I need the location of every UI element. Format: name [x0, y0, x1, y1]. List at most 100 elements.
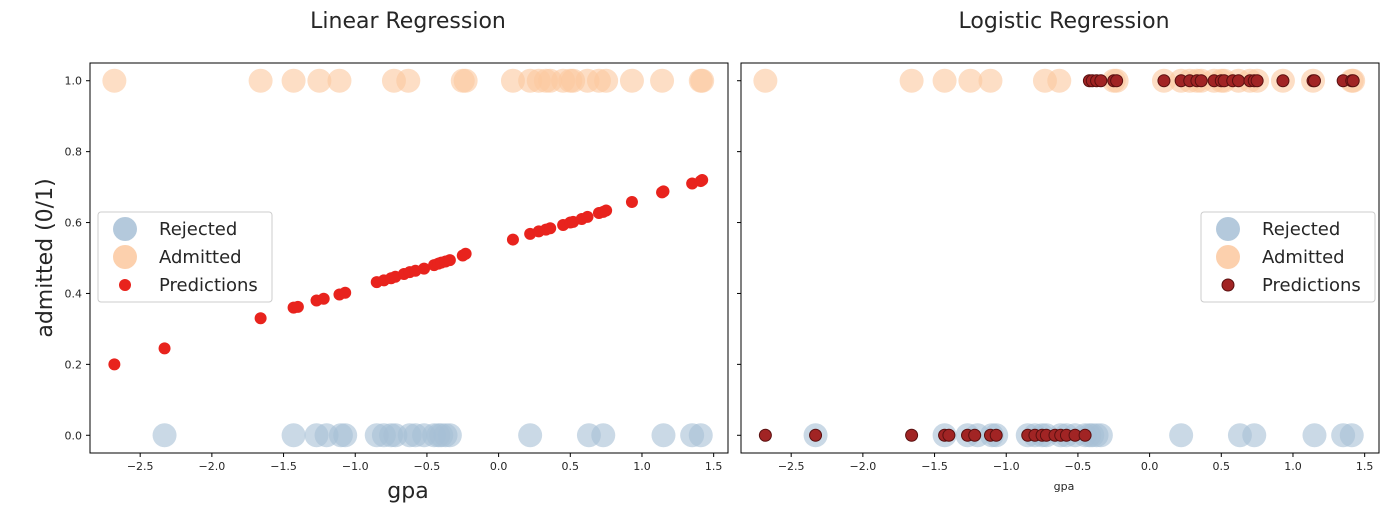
- admitted-point: [327, 68, 352, 93]
- prediction-point: [1094, 74, 1108, 88]
- legend-label: Predictions: [159, 275, 258, 296]
- rejected-point: [1339, 423, 1364, 448]
- linear-regression-title: Linear Regression: [310, 9, 506, 34]
- rejected-point: [1169, 423, 1194, 448]
- rejected-point: [1242, 423, 1267, 448]
- legend-marker: [113, 217, 137, 241]
- prediction-point: [1250, 74, 1264, 88]
- rejected-point: [688, 423, 713, 448]
- y-tick-label: 0.8: [65, 146, 83, 159]
- admitted-point: [899, 68, 924, 93]
- prediction-point: [600, 204, 613, 217]
- legend-label: Rejected: [159, 219, 237, 240]
- admitted-point: [396, 68, 421, 93]
- prediction-point: [443, 254, 456, 267]
- prediction-point: [506, 233, 519, 246]
- prediction-point: [254, 312, 267, 325]
- admitted-point: [1047, 68, 1072, 93]
- legend-box: [97, 211, 273, 303]
- prediction-point: [1231, 74, 1245, 88]
- prediction-point: [339, 286, 352, 299]
- admitted-point: [307, 68, 332, 93]
- x-tick-label: 1.5: [705, 460, 723, 473]
- logistic-regression-points: [753, 68, 1366, 448]
- admitted-point: [102, 68, 127, 93]
- prediction-point: [1194, 74, 1208, 88]
- rejected-point: [651, 423, 676, 448]
- prediction-point: [581, 210, 594, 223]
- legend-marker: [1216, 217, 1240, 241]
- legend-marker: [119, 279, 131, 291]
- axes-frame: [89, 62, 729, 454]
- legend-marker: [1221, 278, 1235, 292]
- logistic-regression-panel: Logistic Regression gpa −2.5 −2.0 −1.5 −1.0…: [737, 9, 1380, 493]
- admitted-point: [650, 68, 675, 93]
- rejected-point: [1088, 423, 1113, 448]
- y-tick-label: 1.0: [65, 75, 83, 88]
- x-tick-label: −2.5: [127, 460, 154, 473]
- prediction-point: [544, 222, 557, 235]
- rejected-point: [437, 423, 462, 448]
- legend-marker: [113, 245, 137, 269]
- x-tick-label: −1.5: [921, 460, 948, 473]
- y-tick-label: 0.6: [65, 217, 83, 230]
- rejected-point: [281, 423, 306, 448]
- logistic-regression-legend: Rejected Admitted Predictions: [1200, 211, 1376, 303]
- legend-label: Rejected: [1262, 219, 1340, 240]
- admitted-point: [248, 68, 273, 93]
- admitted-point: [690, 68, 715, 93]
- admitted-point: [978, 68, 1003, 93]
- admitted-point: [594, 68, 619, 93]
- prediction-point: [108, 358, 121, 371]
- legend-label: Admitted: [159, 247, 242, 268]
- prediction-point: [158, 342, 171, 355]
- prediction-point: [1157, 74, 1171, 88]
- prediction-point: [1307, 74, 1321, 88]
- linear-regression-axes: −2.5 −2.0 −1.5 −1.0 −0.5 0.0 0.5 1.0 1.5 0.0 0.2 0.…: [65, 62, 729, 473]
- logistic-regression-axes: −2.5 −2.0 −1.5 −1.0 −0.5 0.0 0.5 1.0 1.5: [737, 62, 1380, 473]
- prediction-point: [968, 428, 982, 442]
- prediction-point: [459, 247, 472, 260]
- linear-regression-legend: Rejected Admitted Predictions: [97, 211, 273, 303]
- prediction-point: [625, 195, 638, 208]
- linear-regression-panel: Linear Regression admitted (0/1) gpa −2.…: [33, 9, 729, 504]
- x-tick-label: −2.5: [778, 460, 805, 473]
- prediction-point: [1078, 428, 1092, 442]
- prediction-point: [989, 428, 1003, 442]
- admitted-point: [500, 68, 525, 93]
- prediction-point: [942, 428, 956, 442]
- prediction-point: [905, 428, 919, 442]
- y-tick-label: 0.0: [65, 429, 83, 442]
- admitted-point: [958, 68, 983, 93]
- x-tick-label: −2.0: [850, 460, 877, 473]
- rejected-point: [518, 423, 543, 448]
- prediction-point: [1346, 74, 1360, 88]
- x-tick-label: −2.0: [199, 460, 226, 473]
- prediction-point: [291, 300, 304, 313]
- x-tick-label: −1.5: [270, 460, 297, 473]
- linear-regression-points: [102, 68, 715, 448]
- rejected-point: [333, 423, 358, 448]
- admitted-point: [932, 68, 957, 93]
- linear-regression-ylabel: admitted (0/1): [33, 178, 58, 337]
- y-tick-label: 0.4: [65, 287, 83, 300]
- admitted-point: [753, 68, 778, 93]
- x-tick-label: −0.5: [414, 460, 441, 473]
- x-tick-label: 1.0: [633, 460, 651, 473]
- logistic-regression-xlabel: gpa: [1054, 480, 1075, 493]
- linear-regression-xlabel: gpa: [387, 479, 428, 504]
- rejected-point: [1302, 423, 1327, 448]
- prediction-point: [758, 428, 772, 442]
- x-tick-label: −0.5: [1065, 460, 1092, 473]
- legend-label: Admitted: [1262, 247, 1345, 268]
- legend-box: [1200, 211, 1376, 303]
- prediction-point: [809, 428, 823, 442]
- x-tick-label: −1.0: [993, 460, 1020, 473]
- prediction-point: [657, 185, 670, 198]
- x-tick-label: 1.5: [1356, 460, 1374, 473]
- admitted-point: [281, 68, 306, 93]
- admitted-point: [453, 68, 478, 93]
- admitted-point: [619, 68, 644, 93]
- legend-marker: [1216, 245, 1240, 269]
